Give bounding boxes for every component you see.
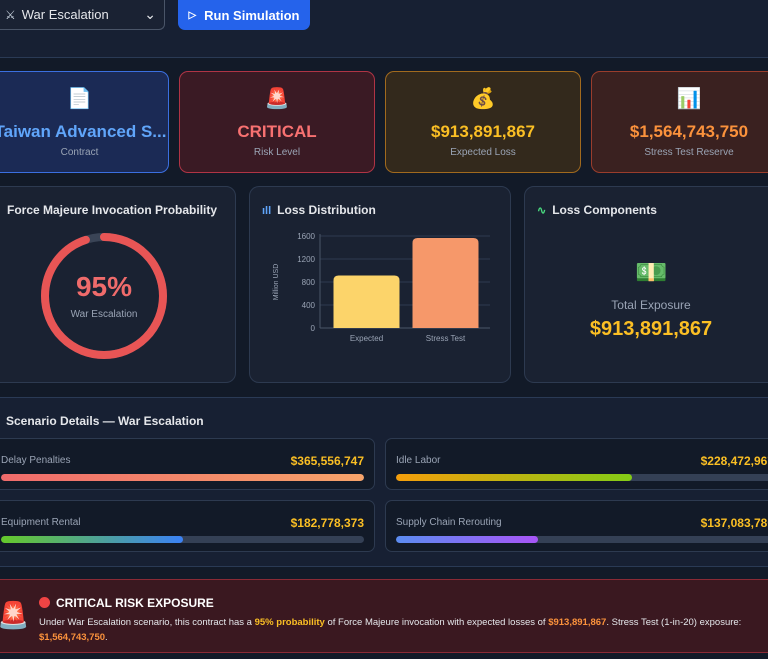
expected-loss-value: $913,891,867 xyxy=(431,122,535,141)
scenario-item-name: Equipment Rental xyxy=(1,517,81,528)
probability-panel: Force Majeure Invocation Probability 95%… xyxy=(0,186,236,383)
trend-line-icon: ∿ xyxy=(537,205,547,217)
contract-value: Taiwan Advanced S... xyxy=(0,122,167,141)
scenario-item-track xyxy=(1,474,364,481)
total-exposure-value: $913,891,867 xyxy=(589,318,713,340)
ring-progress xyxy=(41,233,167,359)
y-axis-label: Million USD xyxy=(273,264,280,301)
y-tick-label: 400 xyxy=(302,301,316,310)
scenario-item-fill xyxy=(1,536,183,543)
y-tick-label: 800 xyxy=(302,278,316,287)
alert-body: Under War Escalation scenario, this cont… xyxy=(39,615,768,645)
alert-text-1: Under War Escalation scenario, this cont… xyxy=(39,617,255,628)
scenario-item-track xyxy=(396,536,768,543)
risk-level-value: CRITICAL xyxy=(237,122,317,141)
scenario-item-value: $228,472,967 xyxy=(700,454,768,468)
bar-chart-icon: 📊 xyxy=(676,88,702,110)
alert-text-4: . xyxy=(105,632,108,643)
scenario-item-fill xyxy=(396,474,633,481)
y-tick-label: 1600 xyxy=(297,232,315,241)
alert-text-2: of Force Majeure invocation with expecte… xyxy=(324,617,549,628)
alert-stress-test: $1,564,743,750 xyxy=(39,632,106,643)
alert-text-3: . Stress Test (1-in-20) exposure: xyxy=(606,617,742,628)
scenario-item-value: $365,556,747 xyxy=(290,454,364,468)
red-circle-icon xyxy=(39,597,50,608)
bar-expected xyxy=(333,275,400,328)
scenario-item-name: Delay Penalties xyxy=(1,455,71,466)
stress-test-label: Stress Test Reserve xyxy=(644,147,734,158)
document-icon: 📄 xyxy=(67,88,92,110)
probability-value: 95% xyxy=(75,271,133,302)
y-tick-label: 0 xyxy=(311,324,316,333)
stress-test-card: 📊 $1,564,743,750 Stress Test Reserve xyxy=(591,71,768,173)
expected-loss-label: Expected Loss xyxy=(450,147,516,158)
alert-probability: 95% probability xyxy=(254,617,325,628)
scenario-item-value: $137,083,780 xyxy=(700,516,768,530)
siren-alert-icon: 🚨 xyxy=(0,600,30,630)
bar-chart-small-icon: ıll xyxy=(262,205,272,217)
probability-ring-svg xyxy=(41,233,167,359)
x-tick-label: Expected xyxy=(350,334,383,343)
probability-ring: 95% War Escalation xyxy=(39,231,169,361)
scenario-item-fill xyxy=(1,474,364,481)
money-icon: 💵 xyxy=(635,257,668,287)
loss-distribution-panel: ıll Loss Distribution 0 400 800 1200 1600 Mill… xyxy=(249,186,511,383)
scenario-item-name: Idle Labor xyxy=(396,455,441,466)
probability-title: Force Majeure Invocation Probability xyxy=(7,203,218,217)
contract-label: Contract xyxy=(60,147,99,158)
scenario-select[interactable]: ⚔ War Escalation ⌄ xyxy=(0,0,165,30)
scenario-item-fill xyxy=(396,536,538,543)
bar-stress-test xyxy=(412,238,479,328)
risk-level-card: 🚨 CRITICAL Risk Level xyxy=(179,71,375,173)
scenario-item-track xyxy=(396,474,768,481)
scenario-item-value: $182,778,373 xyxy=(290,516,364,530)
scenario-item-equipment-rental: Equipment Rental $182,778,373 xyxy=(0,500,375,552)
critical-risk-alert: 🚨 CRITICAL RISK EXPOSURE Under War Escal… xyxy=(0,579,768,653)
scenario-item-track xyxy=(1,536,364,543)
loss-components-title: Loss Components xyxy=(552,203,657,217)
total-exposure-label: Total Exposure xyxy=(611,298,691,312)
scenario-select-value: War Escalation xyxy=(21,7,109,22)
top-toolbar: ⚔ War Escalation ⌄ ▷ Run Simulation xyxy=(0,0,768,58)
loss-distribution-title: Loss Distribution xyxy=(277,203,376,217)
contract-card: 📄 Taiwan Advanced S... Contract xyxy=(0,71,169,173)
y-tick-label: 1200 xyxy=(297,255,315,264)
expected-loss-card: 💰 $913,891,867 Expected Loss xyxy=(385,71,581,173)
money-bag-icon: 💰 xyxy=(470,88,496,110)
scenario-item-idle-labor: Idle Labor $228,472,967 xyxy=(385,438,768,490)
risk-level-label: Risk Level xyxy=(253,147,301,158)
loss-components-heading: ∿ Loss Components xyxy=(537,203,657,217)
crossed-swords-icon: ⚔ xyxy=(5,7,16,22)
alert-title: CRITICAL RISK EXPOSURE xyxy=(39,596,214,610)
run-simulation-button[interactable]: ▷ Run Simulation xyxy=(178,0,310,30)
alert-expected-loss: $913,891,867 xyxy=(548,617,607,628)
chevron-down-icon: ⌄ xyxy=(144,6,156,22)
loss-distribution-heading: ıll Loss Distribution xyxy=(262,203,376,217)
probability-label: War Escalation xyxy=(70,309,138,320)
scenario-item-supply-chain-rerouting: Supply Chain Rerouting $137,083,780 xyxy=(385,500,768,552)
scenario-item-delay-penalties: Delay Penalties $365,556,747 xyxy=(0,438,375,490)
scenario-details-title: Scenario Details — War Escalation xyxy=(6,414,204,428)
x-tick-label: Stress Test xyxy=(426,334,466,343)
loss-components-panel: ∿ Loss Components 💵 Total Exposure $913,8… xyxy=(524,186,768,383)
loss-distribution-chart: 0 400 800 1200 1600 Million USD Expected Stress… xyxy=(273,232,490,343)
stress-test-value: $1,564,743,750 xyxy=(629,122,749,141)
play-icon: ▷ xyxy=(188,9,197,21)
run-simulation-label: Run Simulation xyxy=(204,7,300,23)
siren-icon: 🚨 xyxy=(264,88,290,110)
alert-title-text: CRITICAL RISK EXPOSURE xyxy=(56,596,214,610)
scenario-item-name: Supply Chain Rerouting xyxy=(396,517,502,528)
